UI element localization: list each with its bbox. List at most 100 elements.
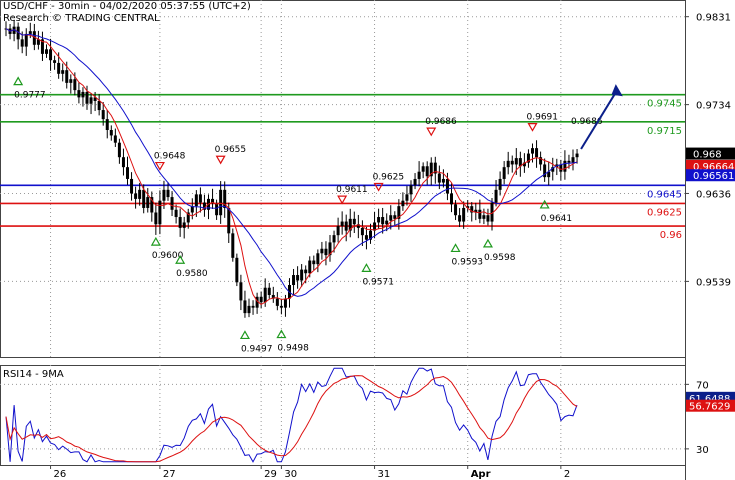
level-label: 0.96 [660, 230, 682, 241]
candle-body [255, 296, 259, 308]
candle-body [211, 198, 215, 204]
candle-body [174, 209, 178, 218]
candle-body [170, 197, 174, 210]
candle-body [539, 157, 543, 165]
ma-slow-line [5, 28, 578, 297]
candle-body [336, 226, 340, 236]
candle-body [458, 215, 462, 222]
pivot-high-marker [215, 155, 226, 165]
candle-body [194, 194, 198, 207]
candle-body [437, 173, 441, 183]
candle-body [202, 202, 206, 210]
time-tick-label: 29 [264, 469, 277, 480]
pivot-low-label: 0.9571 [362, 277, 394, 287]
candle-body [332, 235, 336, 243]
candle-body [490, 202, 494, 222]
candle-body [292, 275, 296, 286]
candle-body [134, 193, 138, 199]
candle-body [142, 189, 146, 208]
pivot-high-label: 0.9611 [336, 185, 368, 195]
ma-fast-line [5, 28, 578, 306]
candle-body [215, 203, 219, 216]
candle-body [401, 200, 405, 207]
candle-body [312, 260, 316, 265]
pivot-low-marker [175, 255, 186, 264]
candle-body [514, 158, 518, 165]
candle-body [567, 160, 571, 163]
candle-body [130, 178, 134, 194]
candle-body [239, 282, 243, 301]
candle-body [486, 215, 490, 222]
candle-body [166, 189, 170, 198]
candle-body [328, 242, 332, 256]
candle-body [57, 62, 61, 74]
pivot-high-label: 0.9655 [215, 145, 247, 155]
time-tick-label: 26 [54, 469, 67, 480]
candle-body [219, 189, 223, 216]
candle-body [32, 31, 36, 45]
candle-body [61, 70, 65, 74]
candle-body [543, 164, 547, 178]
pivot-low-marker [539, 199, 550, 209]
candle-body [429, 162, 433, 177]
candle-body [109, 130, 113, 136]
chart-subtitle: Research © TRADING CENTRAL [3, 13, 160, 24]
candle-body [445, 178, 449, 194]
candle-body [198, 194, 202, 203]
pivot-low-marker [239, 330, 250, 340]
candle-body [494, 189, 498, 203]
candle-body [93, 97, 97, 101]
level-label: 0.9745 [647, 99, 682, 110]
candle-body [526, 153, 530, 163]
candle-body [454, 204, 458, 216]
pivot-label: 0.9686 [571, 117, 603, 127]
candle-body [502, 167, 506, 179]
candle-body [575, 153, 579, 158]
candle-body [231, 233, 235, 258]
rsi-badge-label: 56.7629 [689, 402, 730, 413]
candle-body [320, 248, 324, 254]
candle-body [425, 166, 429, 177]
candle-body [227, 207, 231, 234]
candle-body [474, 209, 478, 213]
candle-body [441, 178, 445, 183]
candle-body [413, 178, 417, 186]
candle-body [377, 217, 381, 223]
candle-body [40, 39, 44, 54]
candle-body [146, 197, 150, 208]
candle-body [397, 206, 401, 219]
pivot-high-marker [426, 127, 437, 137]
price-badge [686, 147, 735, 160]
candle-body [45, 49, 48, 54]
price-badge-label: 0.96664 [693, 162, 734, 173]
price-tick-label: 0.9831 [696, 13, 731, 24]
candle-body [28, 31, 32, 34]
candle-body [547, 171, 551, 178]
candle-body [97, 100, 101, 111]
candle-body [89, 97, 93, 104]
candle-body [154, 212, 158, 225]
pivot-low-label: 0.9498 [277, 344, 309, 354]
price-badge-label: 0.968 [693, 150, 722, 161]
candle-body [522, 162, 526, 167]
candle-body [348, 218, 352, 231]
rsi-line [5, 367, 578, 463]
candle-body [101, 110, 105, 120]
forecast-arrow-head [611, 84, 623, 97]
candle-body [65, 70, 69, 83]
pivot-high-label: 0.9691 [527, 113, 559, 123]
candle-body [300, 269, 304, 281]
time-tick-label: 2 [564, 469, 570, 480]
rsi-badge-label: 61.6488 [689, 394, 730, 405]
candle-body [150, 197, 154, 213]
candle-body [49, 49, 53, 61]
level-label: 0.9625 [647, 207, 682, 218]
candle-body [85, 91, 89, 104]
pivot-low-label: 0.9580 [176, 269, 208, 279]
candle-body [105, 119, 109, 131]
candle-body [190, 206, 194, 213]
candle-body [138, 189, 142, 199]
rsi-tick-label: 70 [696, 380, 709, 391]
price-badge [686, 159, 735, 172]
